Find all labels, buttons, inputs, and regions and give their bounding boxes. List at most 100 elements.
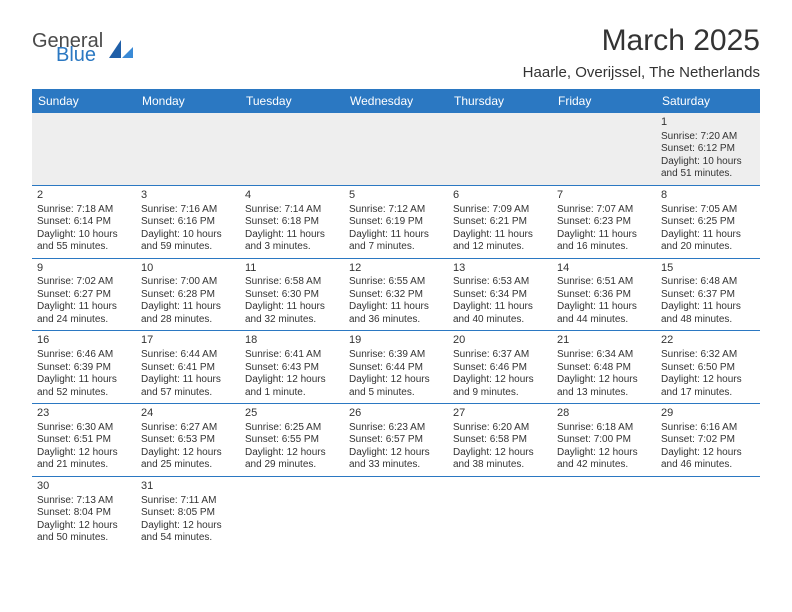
day-number: 17 — [141, 334, 235, 348]
calendar-cell: 22Sunrise: 6:32 AMSunset: 6:50 PMDayligh… — [656, 331, 760, 404]
sunset-text: Sunset: 6:28 PM — [141, 289, 235, 302]
sunrise-text: Sunrise: 6:41 AM — [245, 349, 339, 362]
daylight2-text: and 20 minutes. — [661, 241, 755, 254]
sunset-text: Sunset: 6:25 PM — [661, 216, 755, 229]
day-header: Saturday — [656, 89, 760, 113]
daylight2-text: and 51 minutes. — [661, 168, 755, 181]
sunrise-text: Sunrise: 6:34 AM — [557, 349, 651, 362]
sunset-text: Sunset: 6:53 PM — [141, 434, 235, 447]
day-header: Sunday — [32, 89, 136, 113]
sunrise-text: Sunrise: 6:25 AM — [245, 422, 339, 435]
calendar-cell: 30Sunrise: 7:13 AMSunset: 8:04 PMDayligh… — [32, 476, 136, 548]
page-header: General Blue March 2025 Haarle, Overijss… — [32, 24, 760, 81]
day-number: 27 — [453, 407, 547, 421]
sunset-text: Sunset: 6:50 PM — [661, 362, 755, 375]
sail-icon — [107, 38, 135, 60]
daylight1-text: Daylight: 12 hours — [141, 520, 235, 533]
day-number: 1 — [661, 116, 755, 130]
sunset-text: Sunset: 8:04 PM — [37, 507, 131, 520]
sunset-text: Sunset: 6:57 PM — [349, 434, 443, 447]
sunset-text: Sunset: 6:43 PM — [245, 362, 339, 375]
sunrise-text: Sunrise: 6:23 AM — [349, 422, 443, 435]
calendar-cell: 16Sunrise: 6:46 AMSunset: 6:39 PMDayligh… — [32, 331, 136, 404]
day-number: 4 — [245, 189, 339, 203]
daylight2-text: and 1 minute. — [245, 387, 339, 400]
sunrise-text: Sunrise: 7:16 AM — [141, 204, 235, 217]
calendar-cell — [448, 113, 552, 185]
calendar-cell: 17Sunrise: 6:44 AMSunset: 6:41 PMDayligh… — [136, 331, 240, 404]
day-number: 29 — [661, 407, 755, 421]
day-number: 26 — [349, 407, 443, 421]
calendar-cell: 21Sunrise: 6:34 AMSunset: 6:48 PMDayligh… — [552, 331, 656, 404]
calendar-cell — [32, 113, 136, 185]
day-header: Wednesday — [344, 89, 448, 113]
calendar-cell: 3Sunrise: 7:16 AMSunset: 6:16 PMDaylight… — [136, 185, 240, 258]
calendar-week-row: 9Sunrise: 7:02 AMSunset: 6:27 PMDaylight… — [32, 258, 760, 331]
daylight2-text: and 46 minutes. — [661, 459, 755, 472]
day-number: 16 — [37, 334, 131, 348]
sunrise-text: Sunrise: 7:11 AM — [141, 495, 235, 508]
daylight2-text: and 5 minutes. — [349, 387, 443, 400]
day-number: 10 — [141, 262, 235, 276]
sunset-text: Sunset: 6:58 PM — [453, 434, 547, 447]
sunset-text: Sunset: 6:41 PM — [141, 362, 235, 375]
calendar-cell: 31Sunrise: 7:11 AMSunset: 8:05 PMDayligh… — [136, 476, 240, 548]
calendar-cell: 9Sunrise: 7:02 AMSunset: 6:27 PMDaylight… — [32, 258, 136, 331]
sunrise-text: Sunrise: 6:39 AM — [349, 349, 443, 362]
day-number: 3 — [141, 189, 235, 203]
day-number: 6 — [453, 189, 547, 203]
daylight1-text: Daylight: 12 hours — [245, 374, 339, 387]
daylight1-text: Daylight: 12 hours — [37, 447, 131, 460]
day-number: 8 — [661, 189, 755, 203]
calendar-cell — [656, 476, 760, 548]
calendar-cell: 11Sunrise: 6:58 AMSunset: 6:30 PMDayligh… — [240, 258, 344, 331]
daylight2-text: and 29 minutes. — [245, 459, 339, 472]
sunrise-text: Sunrise: 6:16 AM — [661, 422, 755, 435]
calendar-cell — [552, 113, 656, 185]
sunset-text: Sunset: 6:27 PM — [37, 289, 131, 302]
day-number: 28 — [557, 407, 651, 421]
daylight1-text: Daylight: 11 hours — [661, 229, 755, 242]
daylight1-text: Daylight: 12 hours — [141, 447, 235, 460]
sunset-text: Sunset: 6:46 PM — [453, 362, 547, 375]
daylight2-text: and 50 minutes. — [37, 532, 131, 545]
calendar-week-row: 16Sunrise: 6:46 AMSunset: 6:39 PMDayligh… — [32, 331, 760, 404]
sunrise-text: Sunrise: 6:44 AM — [141, 349, 235, 362]
calendar-week-row: 23Sunrise: 6:30 AMSunset: 6:51 PMDayligh… — [32, 404, 760, 477]
daylight1-text: Daylight: 11 hours — [661, 301, 755, 314]
sunrise-text: Sunrise: 6:27 AM — [141, 422, 235, 435]
daylight2-text: and 9 minutes. — [453, 387, 547, 400]
sunrise-text: Sunrise: 6:18 AM — [557, 422, 651, 435]
sunset-text: Sunset: 7:00 PM — [557, 434, 651, 447]
sunrise-text: Sunrise: 6:53 AM — [453, 276, 547, 289]
calendar-cell: 2Sunrise: 7:18 AMSunset: 6:14 PMDaylight… — [32, 185, 136, 258]
daylight2-text: and 28 minutes. — [141, 314, 235, 327]
sunrise-text: Sunrise: 6:51 AM — [557, 276, 651, 289]
month-title: March 2025 — [523, 24, 760, 58]
day-number: 25 — [245, 407, 339, 421]
sunrise-text: Sunrise: 6:46 AM — [37, 349, 131, 362]
daylight2-text: and 3 minutes. — [245, 241, 339, 254]
sunrise-text: Sunrise: 7:07 AM — [557, 204, 651, 217]
daylight1-text: Daylight: 11 hours — [141, 374, 235, 387]
daylight1-text: Daylight: 11 hours — [245, 229, 339, 242]
daylight2-text: and 38 minutes. — [453, 459, 547, 472]
daylight2-text: and 55 minutes. — [37, 241, 131, 254]
sunrise-text: Sunrise: 6:58 AM — [245, 276, 339, 289]
logo: General Blue — [32, 32, 135, 64]
daylight1-text: Daylight: 11 hours — [453, 229, 547, 242]
calendar-cell: 6Sunrise: 7:09 AMSunset: 6:21 PMDaylight… — [448, 185, 552, 258]
sunset-text: Sunset: 6:14 PM — [37, 216, 131, 229]
day-number: 7 — [557, 189, 651, 203]
daylight1-text: Daylight: 10 hours — [141, 229, 235, 242]
day-number: 21 — [557, 334, 651, 348]
sunrise-text: Sunrise: 7:14 AM — [245, 204, 339, 217]
day-header: Thursday — [448, 89, 552, 113]
sunset-text: Sunset: 6:12 PM — [661, 143, 755, 156]
daylight2-text: and 13 minutes. — [557, 387, 651, 400]
day-number: 15 — [661, 262, 755, 276]
daylight1-text: Daylight: 11 hours — [557, 229, 651, 242]
daylight2-text: and 42 minutes. — [557, 459, 651, 472]
title-block: March 2025 Haarle, Overijssel, The Nethe… — [523, 24, 760, 81]
sunrise-text: Sunrise: 7:09 AM — [453, 204, 547, 217]
